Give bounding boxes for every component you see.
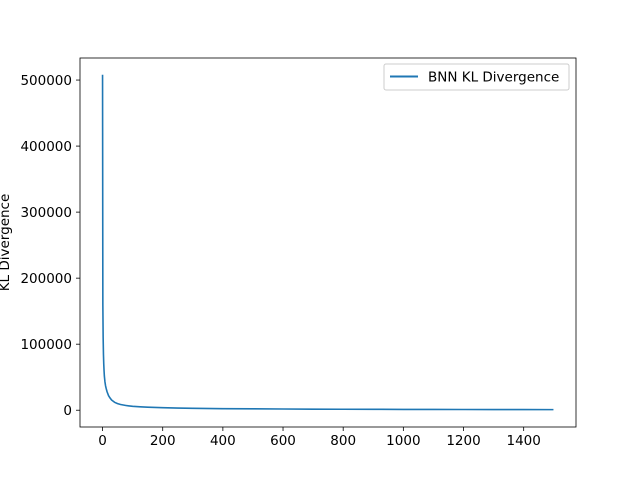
x-tick-label: 0 — [98, 433, 107, 449]
y-axis: 0 100000 200000 300000 400000 500000 — [20, 73, 80, 419]
legend-box — [383, 63, 570, 91]
x-tick-label: 800 — [330, 433, 356, 449]
series-line-bnn-kl-divergence — [101, 74, 554, 411]
x-tick-label: 1200 — [446, 433, 480, 449]
y-tick-label: 300000 — [20, 205, 72, 221]
series-layer — [101, 74, 554, 411]
y-axis-title: KL Divergence — [0, 194, 13, 292]
x-tick-label: 1000 — [386, 433, 420, 449]
axes-background — [80, 58, 576, 427]
plot-area — [80, 58, 576, 427]
x-axis: 0 200 400 600 800 1000 1200 1400 — [98, 427, 541, 449]
legend-label: BNN KL Divergence — [428, 70, 559, 86]
x-tick-label: 600 — [270, 433, 296, 449]
y-tick-label: 200000 — [20, 271, 72, 287]
y-tick-label: 500000 — [20, 73, 72, 89]
legend: BNN KL Divergence — [383, 63, 570, 91]
y-tick-label: 0 — [63, 403, 72, 419]
y-tick-label: 100000 — [20, 337, 72, 353]
axes-frame — [79, 57, 577, 428]
x-tick-label: 200 — [150, 433, 176, 449]
x-tick-label: 400 — [210, 433, 236, 449]
x-tick-label: 1400 — [506, 433, 540, 449]
y-tick-label: 400000 — [20, 139, 72, 155]
